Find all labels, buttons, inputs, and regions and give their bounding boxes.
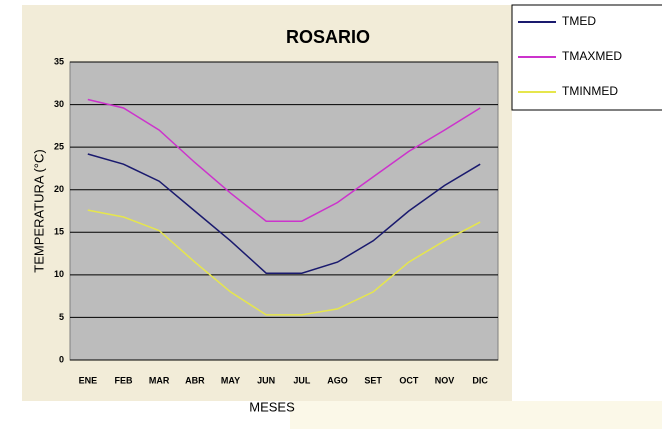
x-tick-label: ABR	[185, 375, 205, 385]
y-tick-label: 10	[54, 269, 64, 279]
legend-label: TMAXMED	[562, 49, 622, 63]
x-tick-label: DIC	[472, 375, 488, 385]
x-tick-label: NOV	[435, 375, 455, 385]
y-tick-label: 15	[54, 227, 64, 237]
chart-area-lower	[290, 401, 662, 429]
x-tick-label: MAR	[149, 375, 170, 385]
y-axis-label: TEMPERATURA (°C)	[31, 149, 46, 272]
series-line	[87, 153, 481, 274]
x-axis-label: MESES	[249, 399, 295, 414]
x-tick-label: MAY	[221, 375, 240, 385]
y-tick-label: 20	[54, 184, 64, 194]
series-line	[87, 98, 481, 222]
x-tick-label: OCT	[399, 375, 419, 385]
series-line	[87, 209, 481, 316]
chart-title: ROSARIO	[286, 27, 370, 47]
x-tick-label: AGO	[327, 375, 348, 385]
x-tick-label: SET	[364, 375, 382, 385]
plot-area	[69, 61, 499, 361]
x-tick-label: JUN	[257, 375, 275, 385]
y-tick-label: 5	[59, 312, 64, 322]
legend-label: TMED	[562, 14, 596, 28]
x-tick-label: ENE	[79, 375, 98, 385]
y-tick-label: 30	[54, 99, 64, 109]
legend-label: TMINMED	[562, 84, 618, 98]
y-tick-label: 25	[54, 142, 64, 152]
y-tick-label: 0	[59, 354, 64, 364]
x-tick-label: FEB	[115, 375, 134, 385]
x-tick-label: JUL	[293, 375, 311, 385]
y-tick-label: 35	[54, 56, 64, 66]
